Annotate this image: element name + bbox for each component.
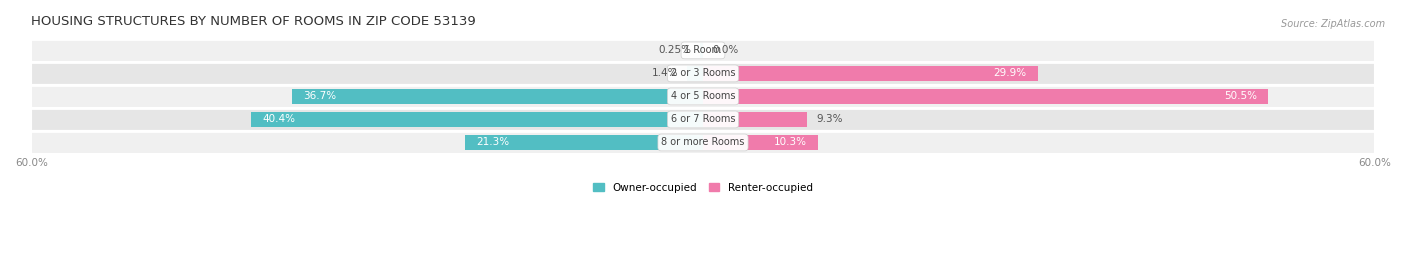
Text: 9.3%: 9.3% xyxy=(815,114,842,124)
Bar xyxy=(703,135,818,150)
Bar xyxy=(703,66,1038,80)
Text: 36.7%: 36.7% xyxy=(304,92,336,102)
Text: 8 or more Rooms: 8 or more Rooms xyxy=(661,137,745,147)
Text: 50.5%: 50.5% xyxy=(1225,92,1257,102)
Bar xyxy=(292,89,703,104)
Bar xyxy=(31,131,1375,154)
Text: 1 Room: 1 Room xyxy=(685,45,721,55)
Legend: Owner-occupied, Renter-occupied: Owner-occupied, Renter-occupied xyxy=(589,179,817,197)
Text: HOUSING STRUCTURES BY NUMBER OF ROOMS IN ZIP CODE 53139: HOUSING STRUCTURES BY NUMBER OF ROOMS IN… xyxy=(31,15,477,28)
Bar xyxy=(700,43,703,58)
Text: 21.3%: 21.3% xyxy=(475,137,509,147)
Text: 29.9%: 29.9% xyxy=(994,68,1026,78)
Bar xyxy=(31,85,1375,108)
Bar xyxy=(31,108,1375,131)
Bar xyxy=(31,39,1375,62)
Bar xyxy=(703,89,1268,104)
Bar xyxy=(464,135,703,150)
Bar xyxy=(250,112,703,127)
Text: 2 or 3 Rooms: 2 or 3 Rooms xyxy=(671,68,735,78)
Text: 6 or 7 Rooms: 6 or 7 Rooms xyxy=(671,114,735,124)
Text: 1.4%: 1.4% xyxy=(652,68,678,78)
Bar xyxy=(688,66,703,80)
Text: 10.3%: 10.3% xyxy=(775,137,807,147)
Bar xyxy=(31,62,1375,85)
Text: 0.25%: 0.25% xyxy=(658,45,692,55)
Text: Source: ZipAtlas.com: Source: ZipAtlas.com xyxy=(1281,19,1385,29)
Text: 4 or 5 Rooms: 4 or 5 Rooms xyxy=(671,92,735,102)
Text: 40.4%: 40.4% xyxy=(262,114,295,124)
Bar xyxy=(703,112,807,127)
Text: 0.0%: 0.0% xyxy=(711,45,738,55)
